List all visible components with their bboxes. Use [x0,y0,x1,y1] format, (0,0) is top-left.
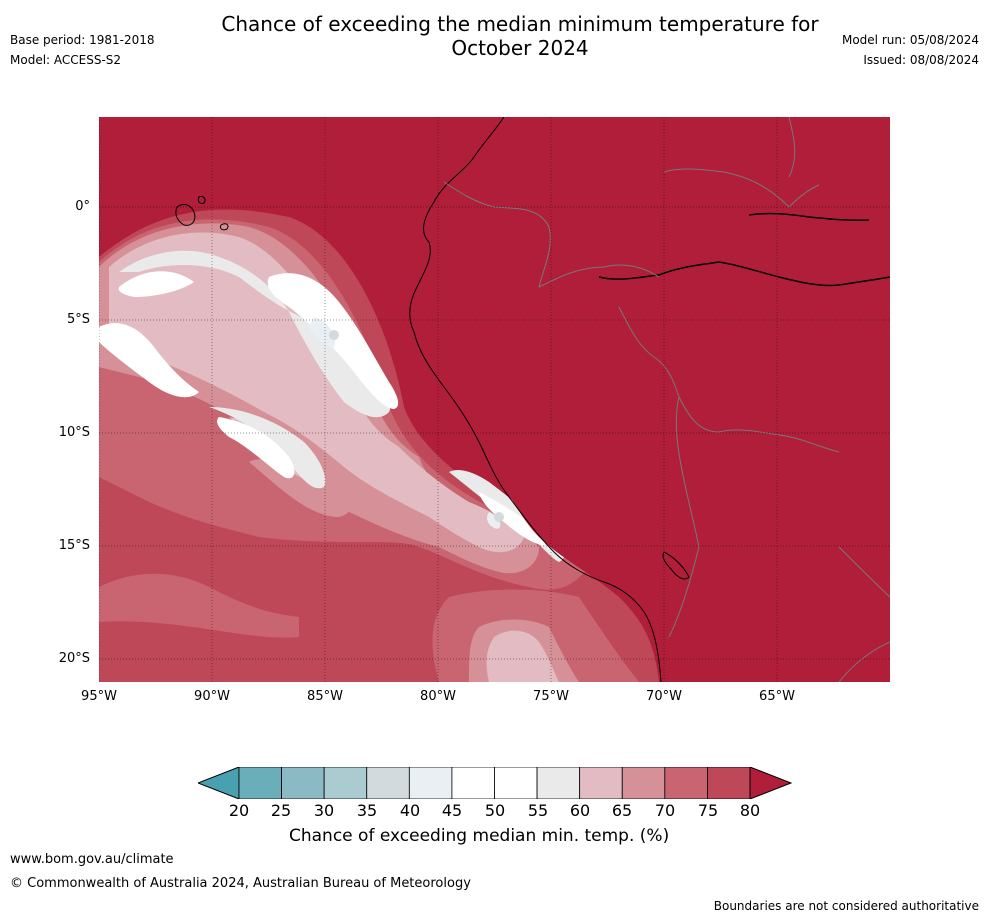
gridlines [99,117,890,682]
colorbar-cell [451,767,495,799]
land-mass [413,117,890,682]
band-35-40 [329,330,504,522]
colorbar-cells [238,767,751,799]
copyright: © Commonwealth of Australia 2024, Austra… [10,876,471,891]
lake-titicaca [662,551,690,580]
colorbar-cell [238,767,282,799]
base-period: Base period: 1981-2018 [10,33,155,47]
lon-label-70w: 70°W [646,689,682,704]
coastline [409,117,662,682]
lon-label-65w: 65°W [759,689,795,704]
title-line-1: Chance of exceeding the median minimum t… [221,12,819,36]
lat-label-5s: 5°S [66,312,90,327]
map-title: Chance of exceeding the median minimum t… [150,12,890,60]
colorbar-cell [707,767,751,799]
colorbar-tick: 20 [228,801,250,820]
country-borders [443,117,890,682]
title-line-2: October 2024 [451,36,589,60]
lat-label-20s: 20°S [58,651,90,666]
colorbar-cell [366,767,410,799]
colorbar-tick: 35 [356,801,378,820]
colorbar-title: Chance of exceeding median min. temp. (%… [289,826,670,846]
colorbar-cell [281,767,325,799]
colorbar-cell [536,767,581,799]
probability-map [99,117,890,682]
meta-right: Model run: 05/08/2024 Issued: 08/08/2024 [842,30,979,70]
colorbar-tick: 50 [484,801,506,820]
footer-url[interactable]: www.bom.gov.au/climate [10,852,174,867]
amazon-coastline [598,261,890,287]
colorbar-cell [408,767,453,799]
colorbar-tick: 60 [569,801,591,820]
model-name: Model: ACCESS-S2 [10,53,122,67]
colorbar-cell [621,767,666,799]
colorbar-cell [323,767,368,799]
colorbar-cell [494,767,538,799]
disclaimer: Boundaries are not considered authoritat… [713,899,979,913]
colorbar-tick: 65 [611,801,633,820]
lon-label-95w: 95°W [81,689,117,704]
colorbar-tick: 55 [527,801,549,820]
meta-left: Base period: 1981-2018 Model: ACCESS-S2 [10,30,155,70]
colorbar-cell [579,767,623,799]
colorbar-tick: 45 [441,801,463,820]
band-40-50 [309,317,501,529]
lon-label-75w: 75°W [533,689,569,704]
model-run: Model run: 05/08/2024 [841,33,979,47]
lon-label-90w: 90°W [194,689,230,704]
colorbar-tick: 70 [654,801,676,820]
colorbar-cell [664,767,708,799]
lat-label-15s: 15°S [58,538,90,553]
lat-label-10s: 10°S [58,425,90,440]
colorbar [198,767,793,799]
caribbean-coastline [748,212,870,221]
colorbar-tick: 40 [399,801,421,820]
colorbar-tick: 30 [313,801,335,820]
colorbar-tick: 80 [739,801,761,820]
colorbar-tick: 25 [270,801,292,820]
lon-label-80w: 80°W [420,689,456,704]
colorbar-low-arrow [198,767,240,799]
colorbar-tick: 75 [697,801,719,820]
issued-date: Issued: 08/08/2024 [863,53,979,67]
colorbar-high-arrow [749,767,793,799]
lat-label-0: 0° [75,199,90,214]
lon-label-85w: 85°W [307,689,343,704]
galapagos-islands [175,196,229,231]
